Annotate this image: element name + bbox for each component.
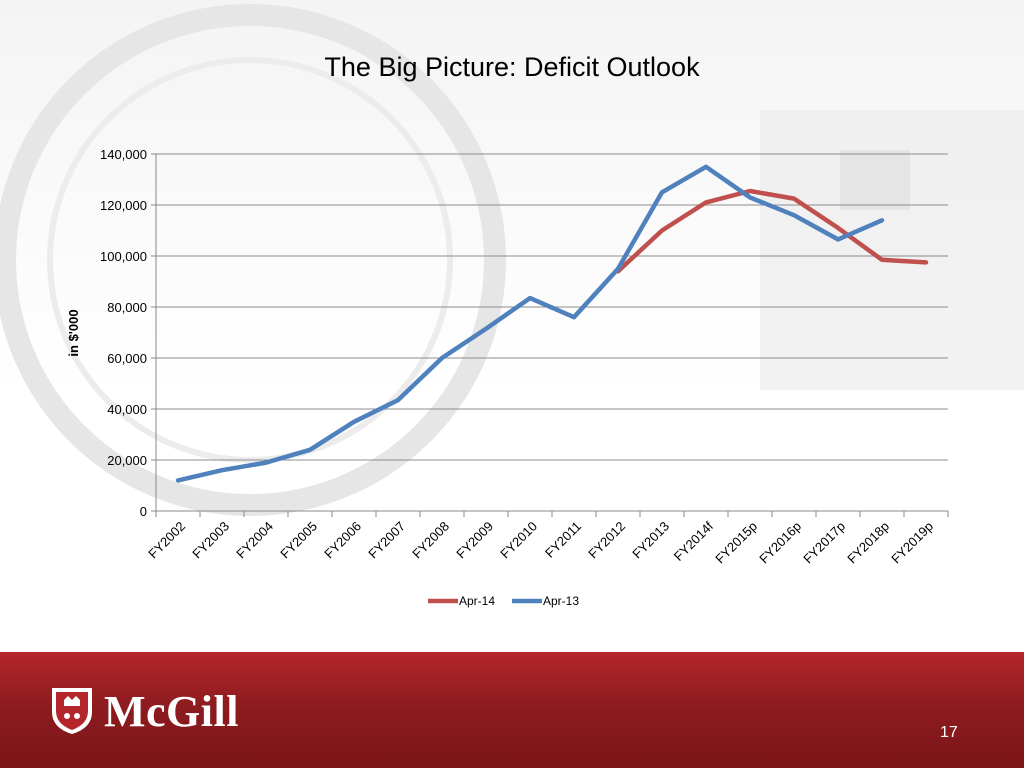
y-tick-label: 100,000 — [100, 249, 147, 264]
x-tick-label: FY2019p — [888, 519, 936, 567]
slide-background — [0, 0, 1024, 652]
x-tick-label: FY2009 — [453, 519, 496, 562]
legend-label: Apr-13 — [543, 594, 579, 608]
x-tick-label: FY2018p — [844, 519, 892, 567]
legend-label: Apr-14 — [459, 594, 495, 608]
x-tick-label: FY2013 — [629, 519, 672, 562]
mcgill-shield-icon — [52, 688, 92, 734]
series-line-apr-13 — [175, 164, 885, 483]
y-tick-label: 0 — [140, 504, 147, 519]
x-tick-label: FY2010 — [497, 519, 540, 562]
y-tick-label: 20,000 — [107, 453, 147, 468]
x-tick-label: FY2014f — [671, 518, 717, 564]
x-tick-label: FY2005 — [277, 519, 320, 562]
x-tick-label: FY2017p — [800, 519, 848, 567]
page-number: 17 — [940, 724, 958, 741]
y-tick-label: 40,000 — [107, 402, 147, 417]
x-tick-label: FY2002 — [145, 519, 188, 562]
y-tick-label: 140,000 — [100, 147, 147, 162]
x-tick-label: FY2011 — [542, 519, 584, 561]
series-line-apr-14 — [615, 188, 929, 274]
deficit-line-chart: 0 20,000 40,000 60,000 80,000 100,000 120,000 1… — [66, 147, 949, 608]
y-tick-label: 120,000 — [100, 198, 147, 213]
x-tick-label: FY2004 — [233, 519, 276, 562]
x-tick-label: FY2008 — [409, 519, 452, 562]
y-axis-label: in $'000 — [66, 309, 81, 356]
y-tick-label: 60,000 — [107, 351, 147, 366]
mcgill-logo-text: McGill — [104, 687, 239, 736]
y-tick-label: 80,000 — [107, 300, 147, 315]
x-tick-label: FY2003 — [189, 519, 232, 562]
x-tick-label: FY2012 — [585, 519, 628, 562]
x-tick-label: FY2016p — [756, 519, 804, 567]
slide-title: The Big Picture: Deficit Outlook — [324, 52, 700, 82]
footer-bar — [0, 652, 1024, 768]
x-tick-label: FY2007 — [365, 519, 408, 562]
x-tick-label: FY2015p — [712, 519, 760, 567]
x-tick-label: FY2006 — [321, 519, 364, 562]
